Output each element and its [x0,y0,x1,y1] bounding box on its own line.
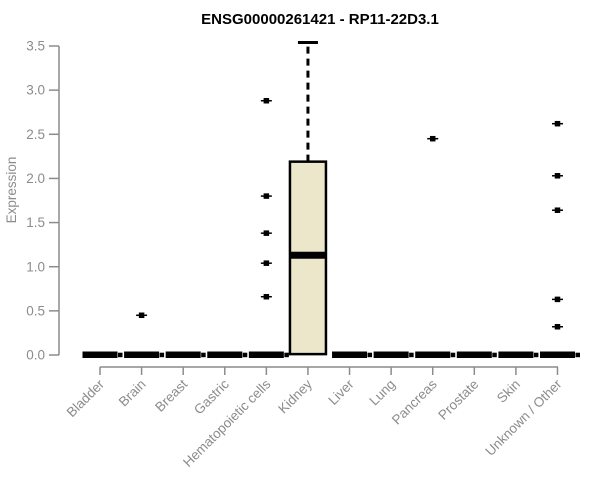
zero-bar-cap [409,352,414,358]
boxplot-unknown-other [539,120,580,358]
zero-bar [332,351,368,358]
x-tick-label-lung: Lung [366,377,398,409]
zero-bar [124,351,160,358]
boxplot-breast [165,351,206,358]
zero-bar-cap [118,352,123,358]
boxplot-brain [124,312,165,358]
outlier-square [429,135,436,142]
zero-bar-cap [284,352,289,358]
boxplot-lung [373,351,414,358]
boxplot-bladder [82,351,123,358]
zero-bar [165,351,201,358]
zero-bar-cap [201,352,206,358]
outlier-point [260,97,272,104]
outlier-square [554,173,561,179]
boxplot-skin [498,351,539,358]
zero-bar-cap [575,352,580,358]
outlier-square [263,193,270,199]
outlier-square [263,97,270,104]
outlier-square [554,323,561,330]
outlier-point [551,207,563,213]
y-tick-label: 1.0 [26,259,45,274]
y-tick-label: 1.5 [26,215,45,230]
outlier-point [260,260,272,266]
chart-title: ENSG00000261421 - RP11-22D3.1 [201,11,439,28]
boxplot-pancreas [415,135,456,358]
x-tick-label-brain: Brain [116,377,149,410]
y-tick-label: 0.5 [26,303,45,318]
boxplot-hematopoietic-cells [248,97,289,358]
outlier-point [260,293,272,300]
y-tick-label: 3.5 [26,39,45,54]
outlier-square [263,293,270,300]
outlier-square [263,230,270,236]
zero-bar-cap [159,352,165,358]
zero-bar [248,351,284,358]
boxplot-gastric [207,351,248,358]
outlier-point [551,296,563,303]
x-tick-label-kidney: Kidney [275,376,315,416]
x-tick-label-skin: Skin [494,377,523,406]
boxplot-marks [82,40,580,358]
y-tick-label: 3.0 [26,83,45,98]
outlier-square [138,312,145,319]
outlier-square [554,296,561,303]
x-tick-label-bladder: Bladder [64,376,108,420]
outlier-point [551,120,563,127]
x-tick-label-breast: Breast [152,376,190,414]
zero-bar [207,351,243,358]
outlier-point [260,193,272,199]
zero-bar-cap [492,352,497,358]
outlier-point [136,312,148,319]
boxplot-prostate [456,351,497,358]
zero-bar [415,351,451,358]
outlier-square [263,260,270,266]
zero-bar [456,351,492,358]
x-tick-label-gastric: Gastric [191,376,232,417]
x-tick-label-liver: Liver [325,376,357,408]
median-line [289,251,326,259]
outlier-point [551,173,563,179]
x-tick-label-pancreas: Pancreas [389,376,440,427]
zero-bar [82,351,118,358]
x-tick-label-unknown-other: Unknown / Other [482,376,565,459]
boxplot-liver [332,351,373,358]
outlier-point [260,230,272,236]
y-axis-label: Expression [4,157,19,224]
y-tick-label: 2.5 [26,127,45,142]
zero-bar [498,351,534,358]
zero-bar-cap [242,352,248,358]
zero-bar-cap [533,352,539,358]
zero-bar [539,351,575,358]
zero-bar-cap [367,352,373,358]
x-tick-label-prostate: Prostate [435,377,481,423]
outlier-point [551,323,563,330]
boxplot-kidney [288,40,328,356]
y-tick-label: 0.0 [26,348,45,363]
outlier-point [427,135,439,142]
zero-bar [373,351,409,358]
zero-bar-cap [450,352,456,358]
y-tick-label: 2.0 [26,171,45,186]
outlier-square [554,120,561,127]
outlier-square [554,207,561,213]
